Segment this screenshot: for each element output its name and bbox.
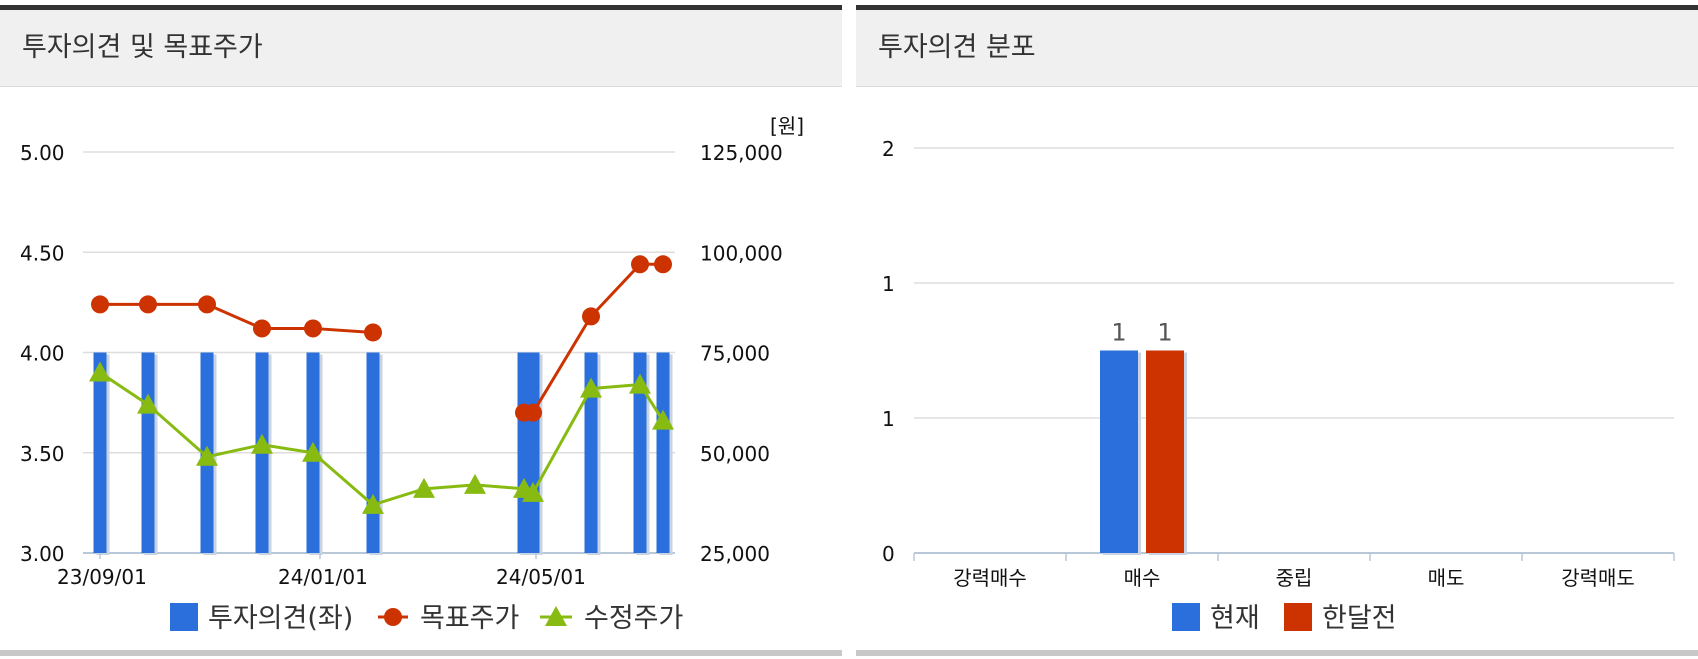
opinion-bar bbox=[633, 352, 647, 553]
legend-marker-target bbox=[384, 608, 402, 626]
distribution-bar bbox=[1100, 350, 1138, 553]
right-axis-tick: 125,000 bbox=[700, 141, 783, 165]
opinion-bar bbox=[366, 352, 380, 553]
target-price-point bbox=[524, 403, 542, 422]
target-price-point bbox=[631, 255, 649, 274]
opinion-bar bbox=[526, 352, 540, 553]
axes: 3.00 3.50 4.00 4.50 5.00 25,000 50,000 75,000 10… bbox=[20, 141, 783, 589]
category-label: 강력매도 bbox=[1561, 566, 1635, 590]
right-axis-tick: 100,000 bbox=[700, 241, 783, 265]
opinion-bars bbox=[93, 352, 673, 555]
panel-header: 투자의견 분포 bbox=[856, 10, 1698, 87]
target-price-point bbox=[253, 319, 271, 338]
x-axis-tick: 24/01/01 bbox=[278, 565, 368, 589]
left-axis-tick: 4.50 bbox=[20, 241, 65, 265]
panel-header: 투자의견 및 목표주가 bbox=[0, 10, 842, 87]
opinion-bar bbox=[93, 352, 107, 553]
left-axis-tick: 3.50 bbox=[20, 442, 65, 466]
panel-top-border bbox=[0, 5, 842, 10]
chart-legend: 현재 한달전 bbox=[1172, 603, 1397, 634]
target-price-point bbox=[198, 295, 216, 314]
chart-legend: 투자의견(좌) 목표주가 수정주가 bbox=[170, 603, 683, 634]
adjusted-price-point bbox=[580, 377, 602, 398]
y-axis-tick: 1 bbox=[882, 272, 895, 296]
y-axis-tick: 0 bbox=[882, 542, 895, 566]
panel-title: 투자의견 및 목표주가 bbox=[22, 32, 263, 63]
adjusted-price-point bbox=[464, 473, 486, 494]
category-label: 중립 bbox=[1276, 566, 1313, 590]
adjusted-price-point bbox=[251, 433, 273, 454]
bar-data-label: 1 bbox=[1157, 319, 1172, 347]
opinion-target-price-panel: 투자의견 및 목표주가 3.00 3.50 4.00 4.50 5.00 25,000 50… bbox=[0, 0, 842, 659]
legend-marker-price bbox=[545, 606, 567, 626]
grid-lines bbox=[914, 147, 1674, 554]
left-axis-tick: 5.00 bbox=[20, 141, 65, 165]
y-axis-tick: 2 bbox=[882, 137, 895, 161]
target-price-point bbox=[582, 307, 600, 326]
right-axis-tick: 25,000 bbox=[700, 542, 770, 566]
adjusted-price-point bbox=[302, 441, 324, 462]
legend-current: 현재 bbox=[1210, 603, 1260, 634]
target-price-point bbox=[91, 295, 109, 314]
panel-bottom-border bbox=[0, 650, 842, 656]
left-axis-tick: 4.00 bbox=[20, 342, 65, 366]
legend-swatch-opinion bbox=[170, 603, 198, 631]
opinion-bar bbox=[584, 352, 598, 553]
adjusted-price-point bbox=[362, 493, 384, 514]
category-label: 매도 bbox=[1428, 566, 1465, 590]
bar-data-label: 1 bbox=[1111, 319, 1126, 347]
panel-top-border bbox=[856, 5, 1698, 10]
unit-label: [원] bbox=[770, 114, 804, 138]
panel-title: 투자의견 분포 bbox=[878, 32, 1036, 63]
legend-month-ago: 한달전 bbox=[1322, 603, 1397, 634]
target-price-point bbox=[364, 323, 382, 342]
category-label: 매수 bbox=[1124, 566, 1161, 590]
left-axis-tick: 3.00 bbox=[20, 542, 65, 566]
adjusted-price-point bbox=[89, 361, 111, 382]
legend-swatch-month-ago bbox=[1284, 603, 1312, 631]
target-price-point bbox=[654, 255, 672, 274]
adjusted-price-point bbox=[522, 481, 544, 502]
adjusted-price-point bbox=[137, 393, 159, 414]
right-axis-tick: 50,000 bbox=[700, 442, 770, 466]
right-axis-tick: 75,000 bbox=[700, 342, 770, 366]
y-axis-tick: 1 bbox=[882, 407, 895, 431]
opinion-bar bbox=[656, 352, 670, 553]
opinion-bar bbox=[141, 352, 155, 553]
legend-opinion: 투자의견(좌) bbox=[208, 603, 353, 634]
legend-adjusted-price: 수정주가 bbox=[584, 603, 683, 634]
adjusted-price-point bbox=[629, 373, 651, 394]
legend-target-price: 목표주가 bbox=[420, 603, 519, 634]
target-price-point bbox=[139, 295, 157, 314]
price-lines bbox=[89, 255, 674, 514]
category-label: 강력매수 bbox=[953, 566, 1027, 590]
adjusted-price-point bbox=[652, 409, 674, 430]
adjusted-price-point bbox=[196, 445, 218, 466]
x-axis-tick: 24/05/01 bbox=[496, 565, 586, 589]
target-price-point bbox=[304, 319, 322, 338]
panel-bottom-border bbox=[856, 650, 1698, 656]
opinion-target-price-chart: 3.00 3.50 4.00 4.50 5.00 25,000 50,000 75,000 10… bbox=[20, 114, 804, 634]
x-axis-tick: 23/09/01 bbox=[57, 565, 147, 589]
adjusted-price-point bbox=[413, 477, 435, 498]
distribution-bar bbox=[1146, 350, 1184, 553]
legend-swatch-current bbox=[1172, 603, 1200, 631]
